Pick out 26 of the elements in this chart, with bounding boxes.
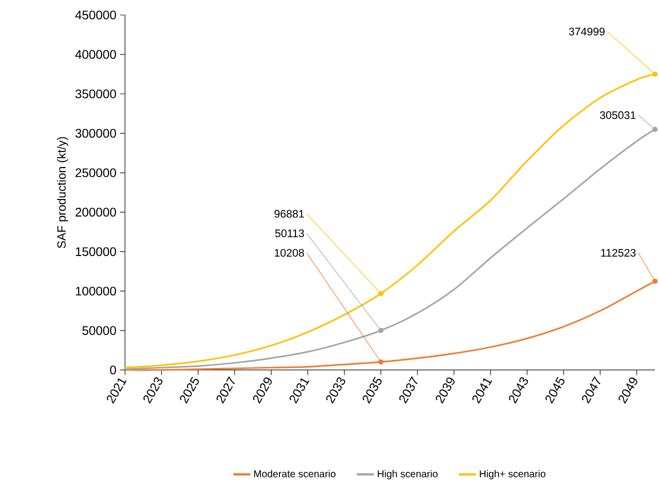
point: [378, 328, 384, 334]
legend-label: Moderate scenario: [254, 470, 336, 478]
y-tick-label: 300000: [75, 128, 116, 138]
point: [652, 126, 658, 132]
data-label: 112523: [601, 248, 636, 257]
legend-label: High scenario: [378, 470, 438, 480]
point: [378, 359, 384, 365]
y-tick-label: 100000: [76, 286, 116, 296]
y-tick-label: 400000: [75, 50, 116, 59]
y-tick-label: 250000: [76, 168, 116, 178]
legend-label: High+ scenario: [480, 470, 546, 480]
point: [652, 278, 658, 284]
data-label: 96881: [274, 210, 304, 218]
data-label: 305031: [600, 111, 636, 120]
y-tick-label: 50000: [82, 326, 116, 335]
y-tick-label: 150000: [76, 247, 116, 256]
point: [652, 72, 658, 77]
y-tick-label: 350000: [75, 89, 116, 98]
y-axis-title: SAF production (kt/y): [56, 137, 68, 248]
data-label: 10208: [274, 248, 304, 257]
y-tick-label: 0: [110, 366, 116, 374]
y-tick-label: 200000: [76, 208, 116, 217]
data-label: 374999: [568, 28, 605, 36]
point: [378, 290, 384, 296]
y-tick-label: 450000: [75, 10, 116, 20]
data-label: 50113: [275, 229, 304, 238]
